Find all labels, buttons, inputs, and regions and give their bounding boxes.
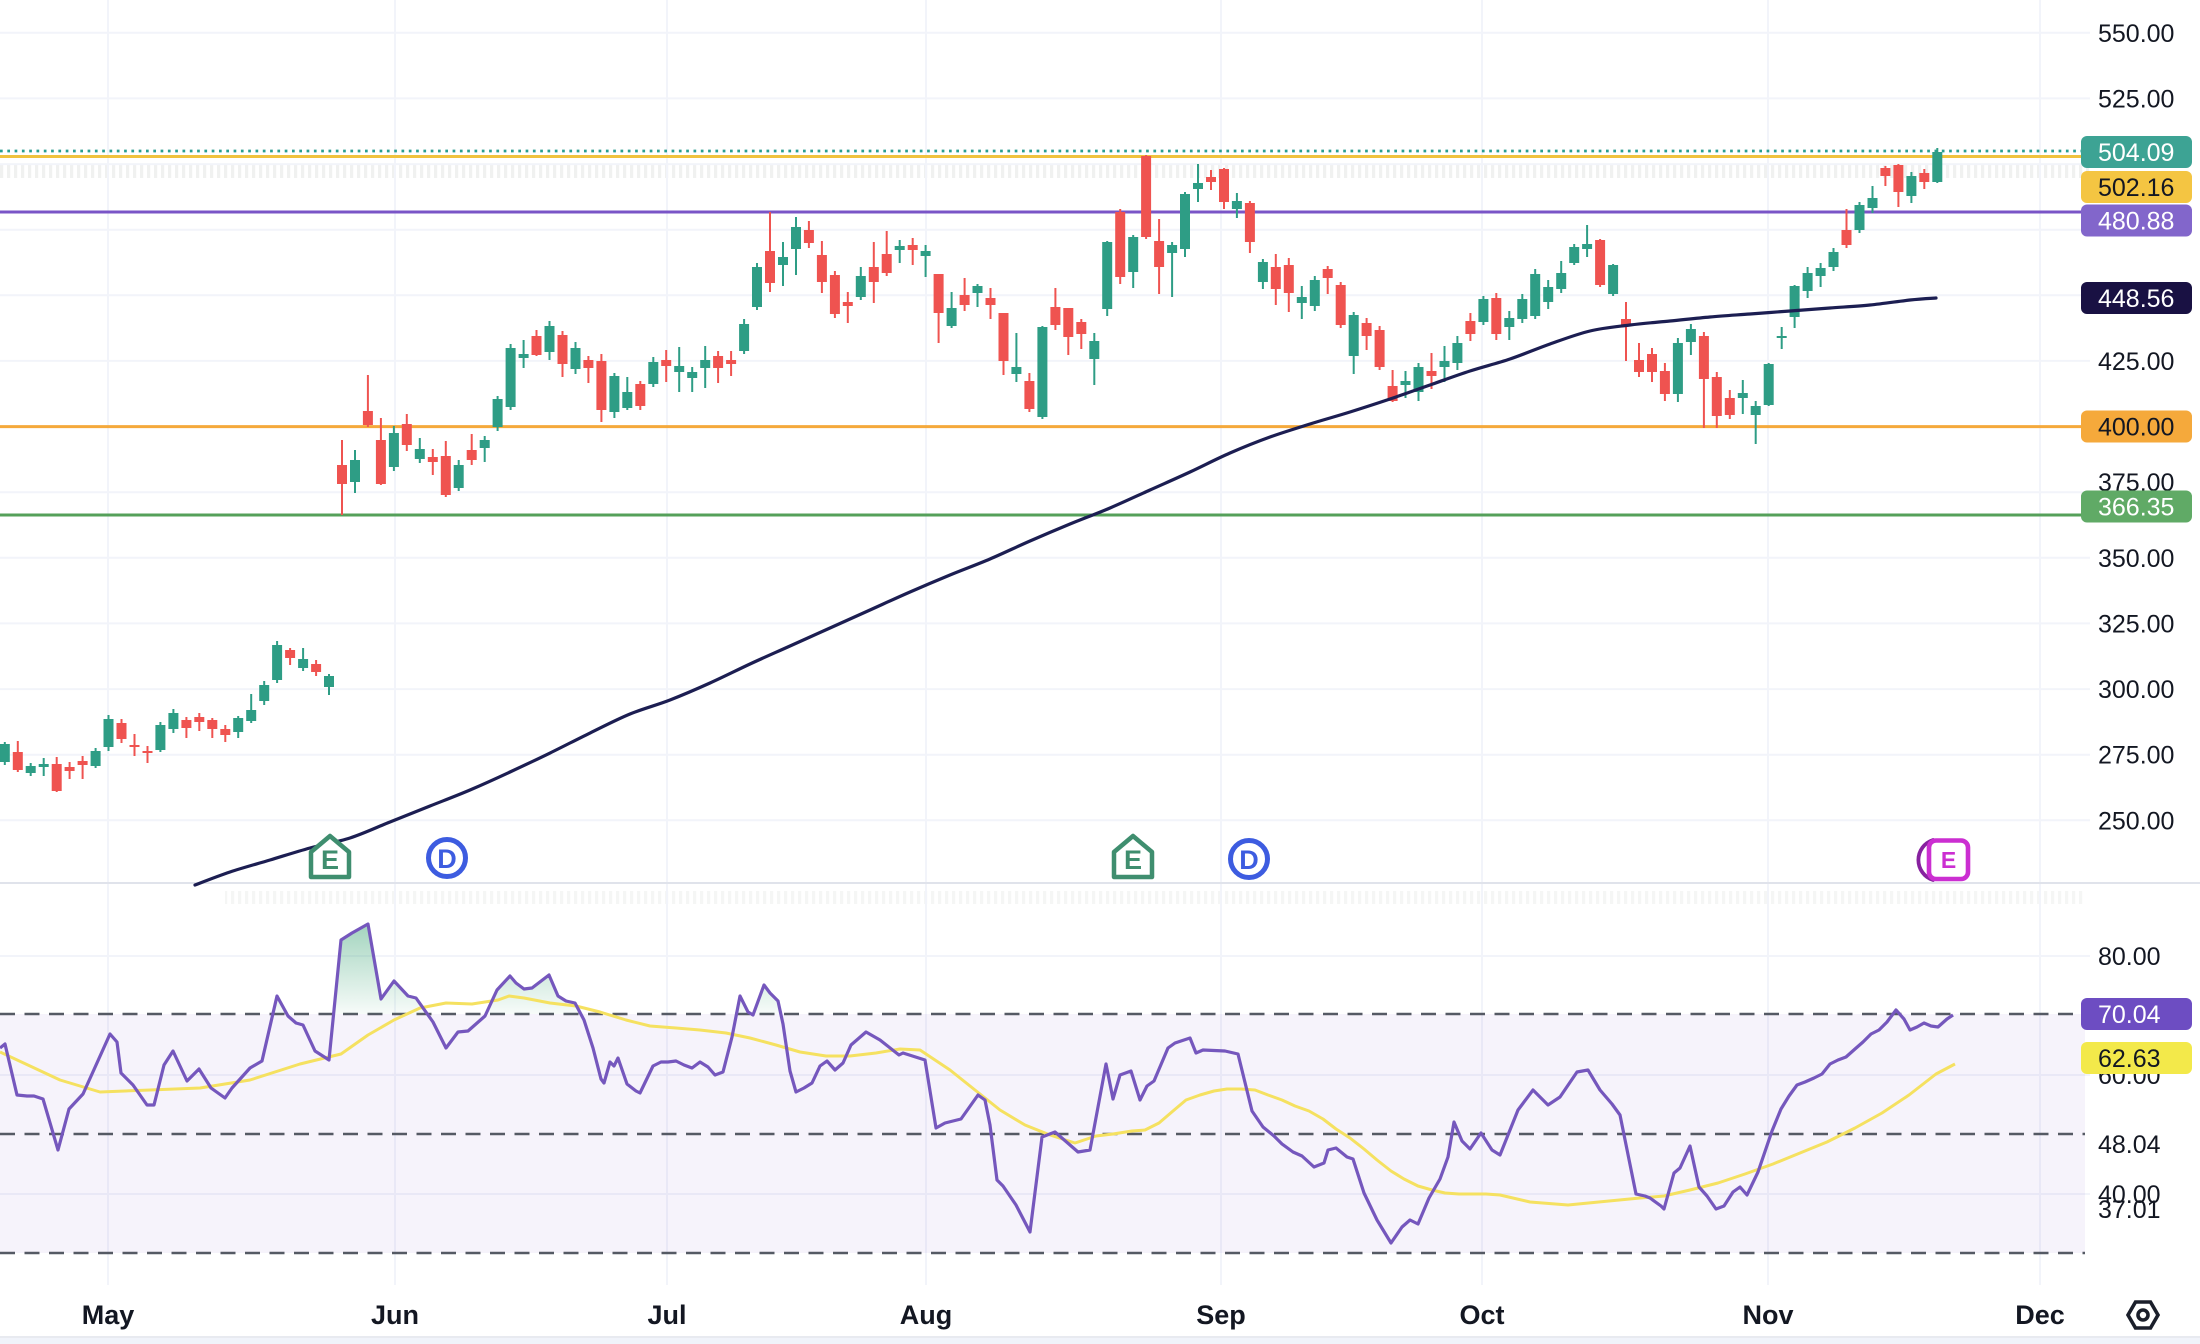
- svg-text:E: E: [321, 845, 339, 875]
- svg-text:250.00: 250.00: [2098, 807, 2174, 835]
- svg-text:Jul: Jul: [647, 1300, 686, 1330]
- svg-text:480.88: 480.88: [2098, 208, 2174, 236]
- svg-text:Nov: Nov: [1742, 1300, 1793, 1330]
- svg-text:Dec: Dec: [2015, 1300, 2065, 1330]
- svg-text:48.04: 48.04: [2098, 1131, 2161, 1159]
- svg-text:D: D: [437, 844, 457, 874]
- svg-text:Aug: Aug: [900, 1300, 952, 1330]
- svg-text:504.09: 504.09: [2098, 139, 2174, 167]
- svg-text:502.16: 502.16: [2098, 174, 2174, 202]
- svg-text:Jun: Jun: [371, 1300, 419, 1330]
- svg-text:366.35: 366.35: [2098, 494, 2174, 522]
- svg-text:70.04: 70.04: [2098, 1001, 2161, 1029]
- svg-text:325.00: 325.00: [2098, 610, 2174, 638]
- svg-text:275.00: 275.00: [2098, 742, 2174, 770]
- svg-text:E: E: [1941, 847, 1956, 873]
- svg-text:37.01: 37.01: [2098, 1196, 2161, 1224]
- svg-text:448.56: 448.56: [2098, 285, 2174, 313]
- svg-text:E: E: [1124, 845, 1142, 875]
- svg-text:425.00: 425.00: [2098, 348, 2174, 376]
- svg-text:300.00: 300.00: [2098, 676, 2174, 704]
- svg-text:D: D: [1239, 845, 1259, 875]
- svg-text:Sep: Sep: [1196, 1300, 1246, 1330]
- svg-text:350.00: 350.00: [2098, 545, 2174, 573]
- svg-text:May: May: [82, 1300, 135, 1330]
- svg-text:40.00: 40.00: [2098, 1181, 2161, 1209]
- svg-text:400.00: 400.00: [2098, 414, 2174, 442]
- svg-text:Oct: Oct: [1459, 1300, 1504, 1330]
- svg-text:550.00: 550.00: [2098, 20, 2174, 48]
- svg-text:80.00: 80.00: [2098, 943, 2161, 971]
- svg-text:62.63: 62.63: [2098, 1045, 2161, 1073]
- svg-text:525.00: 525.00: [2098, 85, 2174, 113]
